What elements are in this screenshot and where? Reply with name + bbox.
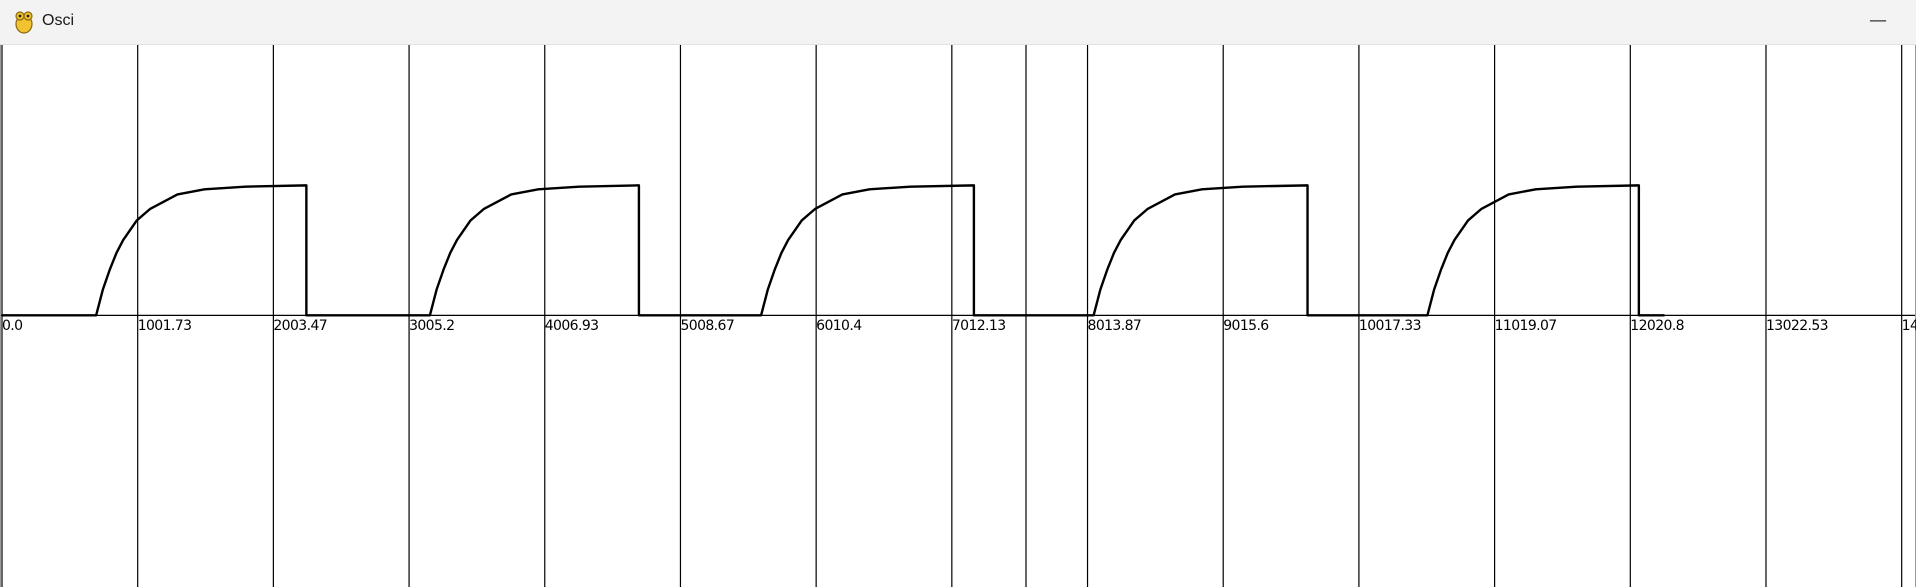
x-tick-label: 3005.2 <box>409 318 454 334</box>
x-tick-label: 9015.6 <box>1223 318 1269 334</box>
x-tick-label: 2003.47 <box>273 318 327 334</box>
title-bar: Osci — <box>0 0 1916 45</box>
x-tick-label: 10017.33 <box>1359 318 1421 334</box>
x-tick-label: 0.0 <box>2 318 22 334</box>
app-icon <box>15 11 33 34</box>
x-tick-label: 4006.93 <box>545 318 599 334</box>
oscilloscope-plot: 0.0 1001.73 2003.47 3005.2 4006.93 5008.67 601… <box>0 45 1916 587</box>
x-tick-label: 7012.13 <box>952 318 1006 334</box>
x-tick-label: 5008.67 <box>680 318 734 334</box>
x-tick-label: 1001.73 <box>138 318 192 334</box>
x-tick-label: 13022.53 <box>1766 318 1828 334</box>
x-tick-label: 12020.8 <box>1630 318 1684 334</box>
x-tick-label: 11019.07 <box>1495 318 1557 334</box>
x-tick-label: 8013.87 <box>1088 318 1142 334</box>
plot-background <box>0 45 1916 587</box>
x-tick-label: 14024.27 <box>1902 318 1916 334</box>
window-title: Osci <box>42 12 74 29</box>
signal-trace <box>2 184 1665 317</box>
x-tick-label: 6010.4 <box>816 318 862 334</box>
minimize-button[interactable]: — <box>1869 10 1887 31</box>
